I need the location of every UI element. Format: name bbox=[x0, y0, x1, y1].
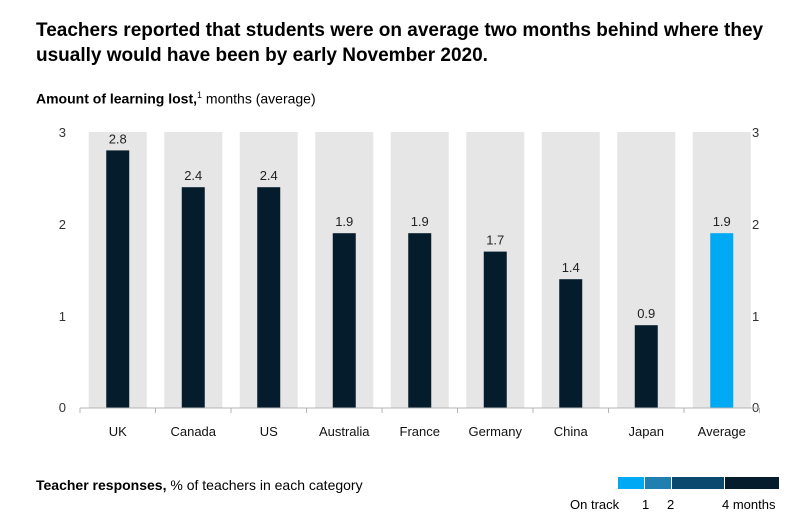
bar-1 bbox=[181, 187, 205, 408]
y-tick-left-1: 1 bbox=[59, 309, 66, 324]
data-label-3: 1.9 bbox=[335, 214, 353, 229]
x-tick-6: China bbox=[554, 424, 589, 439]
data-label-7: 0.9 bbox=[637, 306, 655, 321]
legend-swatch-on-track bbox=[618, 477, 644, 489]
subtitle-bold: Amount of learning lost, bbox=[36, 90, 197, 107]
data-label-2: 2.4 bbox=[260, 168, 278, 183]
legend-label-4-months: 4 months bbox=[722, 497, 776, 512]
bar-6 bbox=[559, 279, 583, 408]
subtitle-unit: months (average) bbox=[202, 90, 316, 107]
y-tick-left-0: 0 bbox=[59, 400, 66, 415]
legend-swatch-1 bbox=[645, 477, 671, 489]
y-tick-right-1: 1 bbox=[752, 309, 759, 324]
x-tick-2: US bbox=[260, 424, 278, 439]
bar-4 bbox=[408, 233, 432, 408]
x-tick-8: Average bbox=[698, 424, 746, 439]
data-label-0: 2.8 bbox=[109, 131, 127, 146]
data-label-5: 1.7 bbox=[486, 233, 504, 248]
y-tick-left-3: 3 bbox=[59, 125, 66, 140]
data-label-6: 1.4 bbox=[562, 260, 580, 275]
legend-swatch-2 bbox=[672, 477, 724, 489]
bar-chart: 001122332.8UK2.4Canada2.4US1.9Australia1… bbox=[59, 125, 760, 439]
x-tick-1: Canada bbox=[170, 424, 216, 439]
bar-0 bbox=[106, 150, 130, 408]
responses-bold: Teacher responses, bbox=[36, 477, 167, 493]
responses-rest: % of teachers in each category bbox=[166, 477, 363, 493]
data-label-1: 2.4 bbox=[184, 168, 202, 183]
legend-label-2: 2 bbox=[667, 497, 675, 512]
x-tick-5: Germany bbox=[469, 424, 523, 439]
bar-5 bbox=[483, 251, 507, 408]
data-label-8: 1.9 bbox=[713, 214, 731, 229]
x-tick-7: Japan bbox=[629, 424, 664, 439]
legend-label-1: 1 bbox=[642, 497, 650, 512]
y-tick-right-2: 2 bbox=[752, 217, 759, 232]
chart-title: Teachers reported that students were on … bbox=[36, 20, 764, 66]
legend-swatch-4 bbox=[725, 477, 779, 489]
subtitle-footnote: 1 bbox=[197, 90, 203, 100]
legend-label-on-track: On track bbox=[570, 497, 620, 512]
chart-subtitle: Amount of learning lost,1 months (averag… bbox=[36, 90, 316, 107]
bar-8 bbox=[710, 233, 734, 408]
x-tick-3: Australia bbox=[319, 424, 370, 439]
bar-7 bbox=[634, 325, 658, 408]
x-tick-0: UK bbox=[109, 424, 127, 439]
teacher-responses-label: Teacher responses, % of teachers in each… bbox=[36, 477, 363, 493]
y-tick-left-2: 2 bbox=[59, 217, 66, 232]
x-tick-4: France bbox=[400, 424, 440, 439]
bar-2 bbox=[257, 187, 281, 408]
y-tick-right-3: 3 bbox=[752, 125, 759, 140]
data-label-4: 1.9 bbox=[411, 214, 429, 229]
bar-3 bbox=[332, 233, 356, 408]
